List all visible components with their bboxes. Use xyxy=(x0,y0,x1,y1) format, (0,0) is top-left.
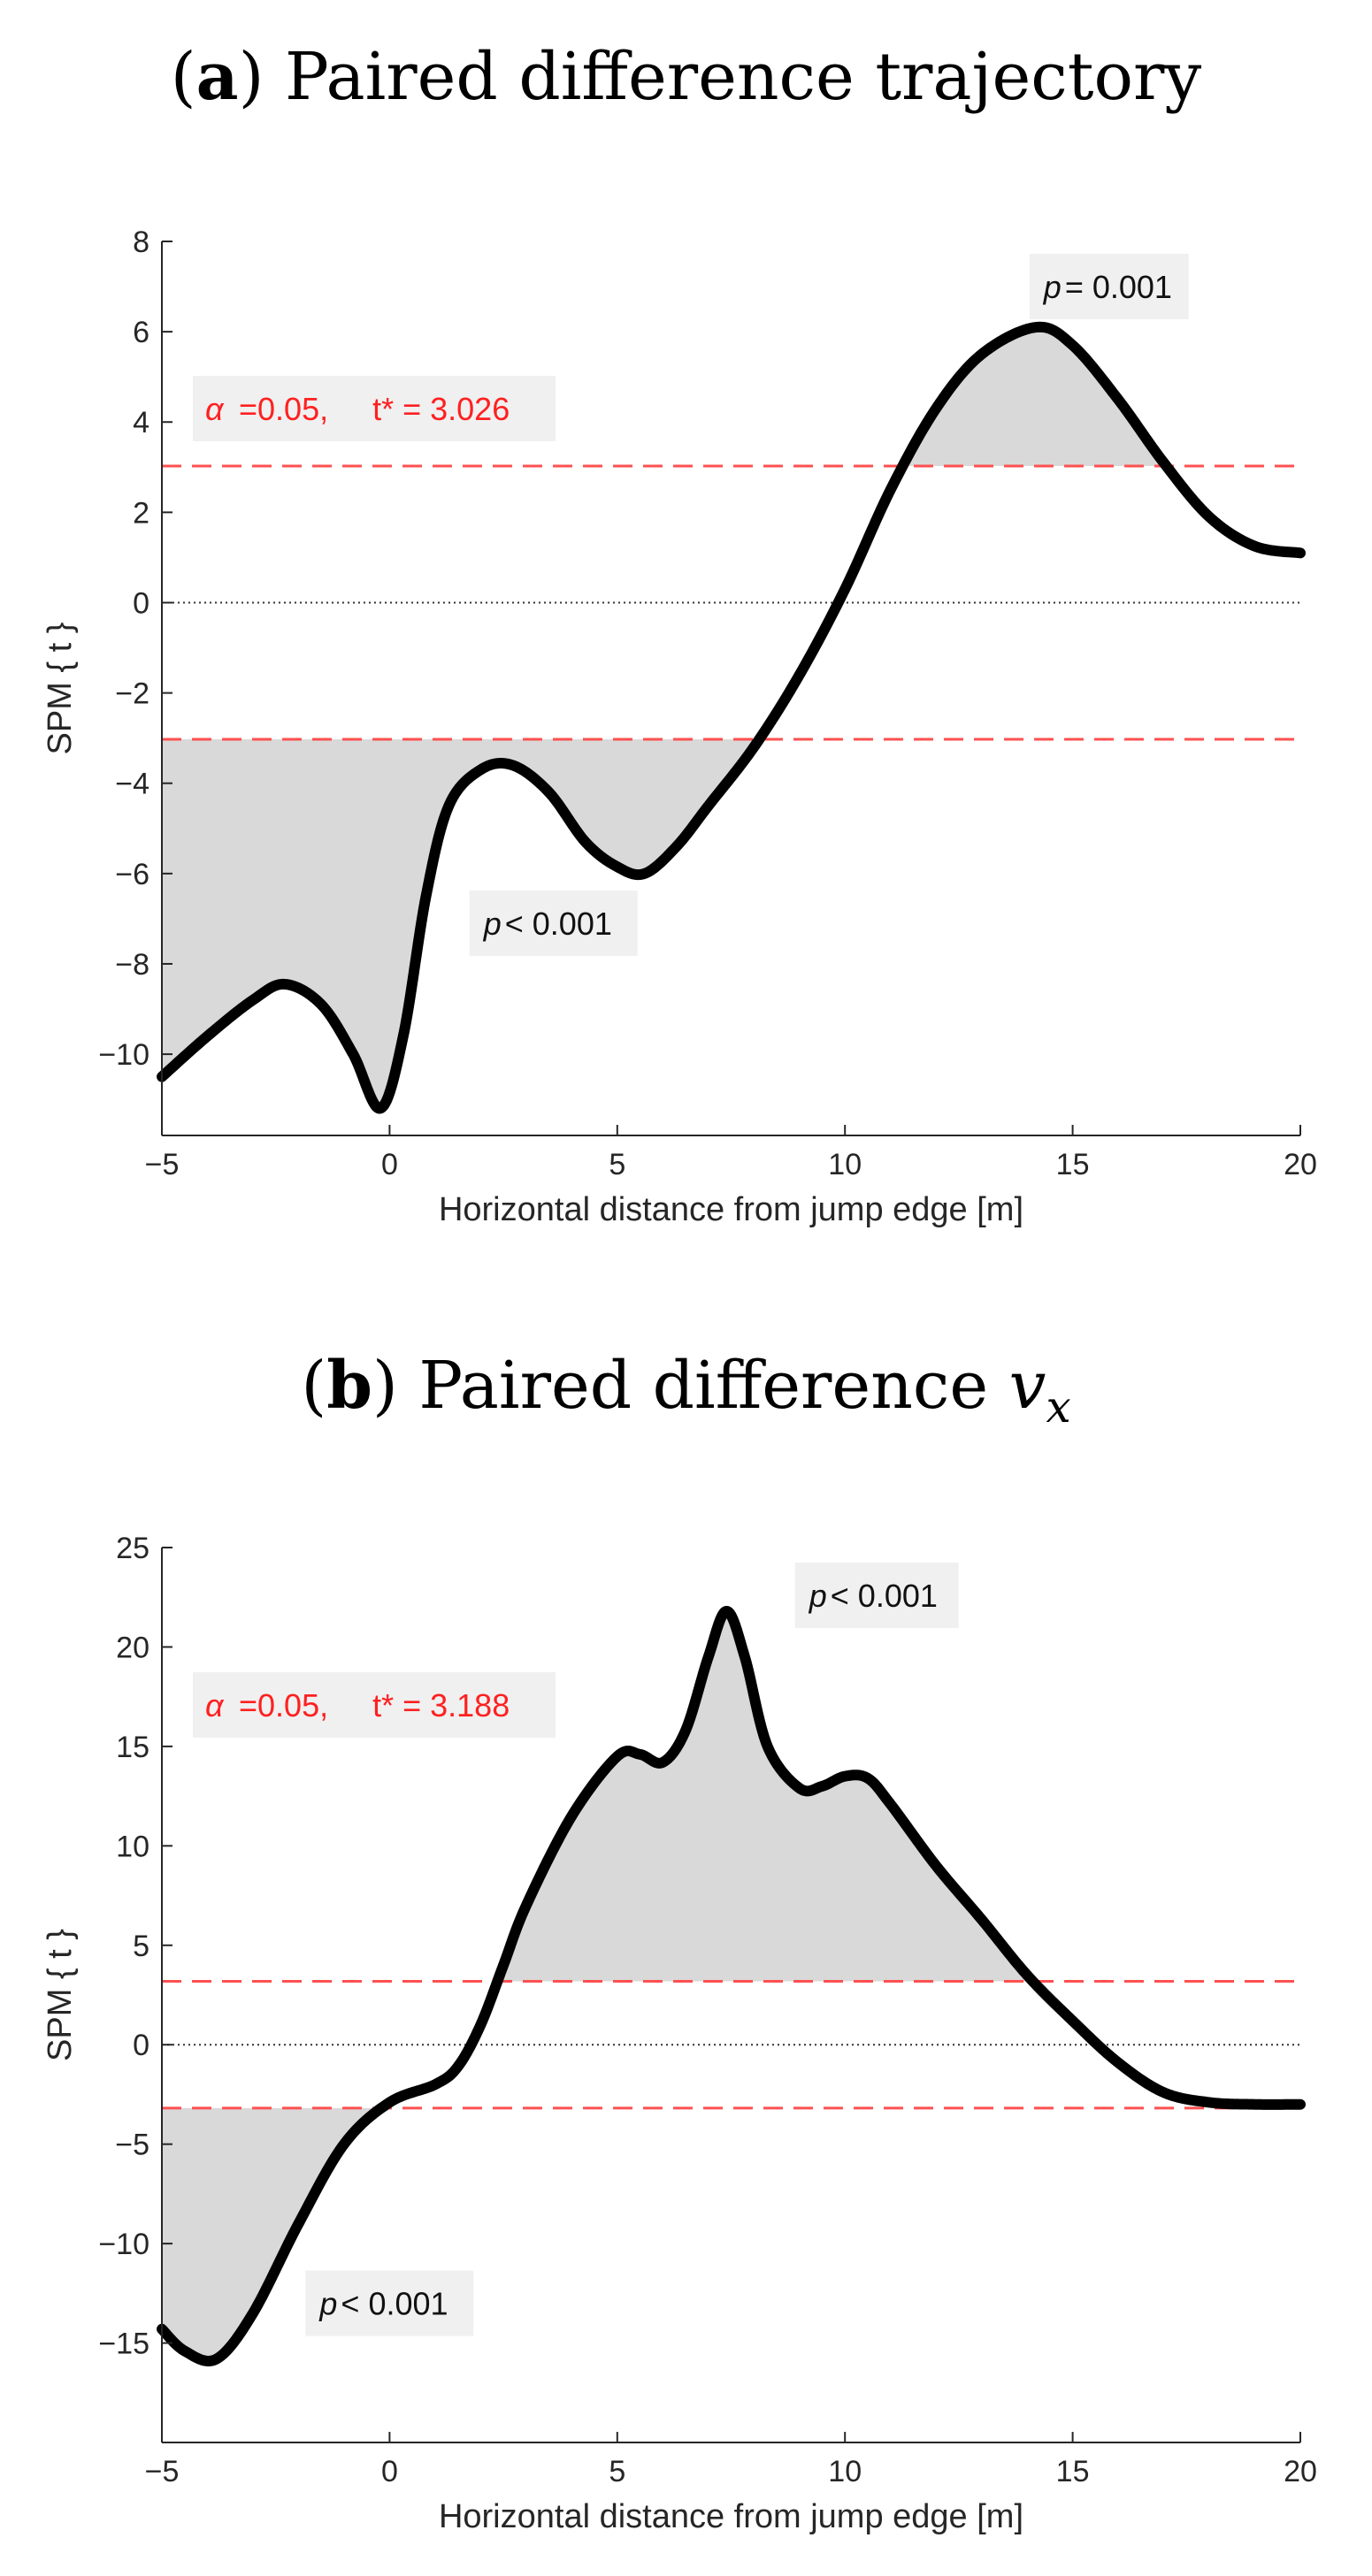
chart-b-threshold-label: =0.05, t* = 3.188 xyxy=(239,1687,510,1724)
chart-a-x-tick-label: 5 xyxy=(609,1148,625,1181)
panel-letter-a: (a) xyxy=(170,39,264,115)
chart-a-x-axis-label: Horizontal distance from jump edge [m] xyxy=(439,1191,1023,1228)
chart-a-p-value-label: p = 0.001 xyxy=(1043,269,1172,305)
chart-b-x-tick-label: −5 xyxy=(145,2455,180,2488)
chart-a-y-axis-label: SPM { t } xyxy=(42,623,79,755)
chart-b-y-tick-label: 15 xyxy=(116,1731,149,1764)
chart-b-p-value-label: p < 0.001 xyxy=(318,2286,448,2322)
chart-title-sub-b: x xyxy=(1046,1380,1071,1433)
chart-a-cluster-lower xyxy=(162,738,1300,1109)
chart-a-y-tick-label: −8 xyxy=(115,948,149,982)
chart-a-x-tick-label: 20 xyxy=(1284,1148,1317,1181)
chart-a-x-tick-label: 10 xyxy=(828,1148,862,1181)
chart-title-text-a: Paired difference trajectory xyxy=(285,39,1202,115)
chart-a-x-tick-label: −5 xyxy=(145,1148,180,1181)
chart-b-cluster-upper xyxy=(162,1610,1300,1982)
chart-b-x-tick-label: 5 xyxy=(609,2455,625,2488)
chart-title-text-b: Paired difference xyxy=(418,1348,1009,1424)
chart-b-x-tick-label: 10 xyxy=(828,2455,862,2488)
chart-b-threshold-label-box xyxy=(193,1672,556,1738)
chart-a-threshold-label-box xyxy=(193,376,556,441)
chart-a-y-tick-label: −6 xyxy=(115,858,149,891)
chart-a-y-tick-label: 0 xyxy=(133,586,149,620)
chart-b-p-value-box xyxy=(794,1562,959,1628)
chart-a-y-tick-label: −10 xyxy=(98,1038,149,1072)
chart-a-cluster-upper xyxy=(162,326,1300,466)
chart-b-alpha-symbol: α xyxy=(205,1687,225,1724)
chart-a-x-tick-label: 15 xyxy=(1056,1148,1090,1181)
chart-b-spm-curve xyxy=(157,1605,1306,2366)
chart-a-p-value-box xyxy=(1029,254,1189,320)
chart-b-y-tick-label: −15 xyxy=(98,2328,149,2361)
chart-b-x-tick-label: 0 xyxy=(381,2455,398,2488)
chart-a-y-tick-label: −2 xyxy=(115,677,149,711)
chart-a-spm-curve xyxy=(157,321,1306,1114)
chart-b-cluster-lower xyxy=(162,2107,1300,2361)
chart-a-x-tick-label: 0 xyxy=(381,1148,398,1181)
chart-b-x-axis-label: Horizontal distance from jump edge [m] xyxy=(439,2498,1023,2535)
chart-b-y-tick-label: 0 xyxy=(133,2029,149,2062)
chart-title-b: (b) Paired difference vx xyxy=(0,1353,1372,1429)
chart-a-y-tick-label: 2 xyxy=(133,496,149,530)
chart-b-x-tick-label: 15 xyxy=(1056,2455,1090,2488)
chart-b-y-tick-label: −5 xyxy=(115,2129,149,2162)
chart-b-y-axis-label: SPM { t } xyxy=(42,1929,79,2061)
chart-title-a: (a) Paired difference trajectory xyxy=(0,44,1372,110)
chart-a-y-tick-label: 8 xyxy=(133,225,149,259)
chart-a-y-tick-label: 4 xyxy=(133,406,149,440)
panel-letter-b: (b) xyxy=(301,1348,398,1424)
chart-b-y-tick-label: −10 xyxy=(98,2228,149,2261)
chart-b-y-tick-label: 10 xyxy=(116,1830,149,1863)
chart-title-math-b: v xyxy=(1008,1348,1046,1424)
chart-a-p-value-box xyxy=(469,891,638,957)
chart-b-p-value-box xyxy=(305,2270,474,2336)
chart-b-y-tick-label: 5 xyxy=(133,1930,149,1963)
chart-b-y-tick-label: 25 xyxy=(116,1532,149,1565)
chart-b-y-tick-label: 20 xyxy=(116,1631,149,1664)
chart-a: −5 0 5 10 15 20 −10 −8 −6 −4 −2 0 2 4 6 8 Horizontal dis… xyxy=(42,225,1317,1228)
chart-b-x-tick-label: 20 xyxy=(1284,2455,1317,2488)
chart-a-y-tick-label: −4 xyxy=(115,768,149,801)
chart-a-threshold-label: =0.05, t* = 3.026 xyxy=(239,391,510,427)
chart-a-alpha-symbol: α xyxy=(205,391,225,427)
chart-b-p-value-label: p < 0.001 xyxy=(809,1578,938,1614)
chart-a-p-value-label: p < 0.001 xyxy=(483,906,612,942)
chart-a-y-tick-label: 6 xyxy=(133,316,149,349)
